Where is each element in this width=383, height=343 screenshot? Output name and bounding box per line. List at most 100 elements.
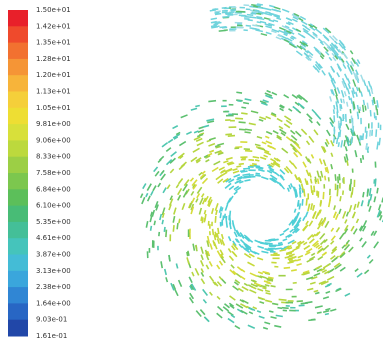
vector	[342, 90, 344, 97]
vector	[257, 258, 263, 260]
vector	[233, 169, 238, 170]
color-swatch	[8, 222, 28, 239]
vector	[276, 18, 281, 20]
vector	[302, 36, 305, 38]
vector	[266, 132, 272, 134]
vector	[201, 268, 203, 272]
vector	[257, 311, 261, 312]
color-swatch	[8, 287, 28, 304]
vector	[167, 185, 170, 189]
vector	[263, 328, 268, 329]
vector	[218, 228, 219, 234]
color-swatch	[8, 43, 28, 60]
vector	[335, 41, 338, 44]
vector	[147, 184, 151, 191]
vector	[202, 171, 205, 174]
vector	[289, 109, 292, 111]
vector	[169, 255, 170, 261]
vector	[325, 221, 329, 227]
vector	[158, 183, 160, 187]
vector	[350, 109, 351, 113]
vector	[345, 293, 350, 296]
vector	[323, 160, 325, 166]
vector	[280, 108, 284, 110]
vector	[166, 230, 167, 237]
vector	[330, 196, 331, 201]
vector	[271, 317, 277, 318]
vector	[164, 227, 165, 232]
vector	[336, 214, 338, 220]
vector	[265, 300, 272, 302]
vector	[379, 138, 380, 145]
vector	[291, 270, 297, 271]
vector	[325, 309, 330, 310]
vector	[280, 250, 286, 251]
vector	[265, 285, 270, 286]
vector	[222, 234, 223, 239]
vector	[311, 203, 312, 209]
vector	[360, 135, 361, 141]
vector	[219, 206, 221, 212]
vector	[226, 221, 227, 228]
color-swatch	[8, 271, 28, 288]
vector	[369, 90, 371, 97]
vector	[304, 246, 310, 250]
vector	[214, 161, 221, 164]
vector	[365, 106, 366, 111]
vector	[244, 283, 248, 285]
vector	[343, 190, 344, 194]
vector	[252, 164, 257, 165]
vector	[343, 99, 344, 104]
vector	[277, 119, 282, 122]
vector	[331, 164, 332, 169]
vector	[236, 166, 241, 167]
vector	[309, 239, 314, 243]
vector	[197, 134, 203, 136]
vector	[200, 310, 204, 315]
vector	[260, 157, 266, 159]
vector	[340, 267, 345, 271]
vector	[341, 104, 342, 109]
vector	[237, 101, 241, 102]
vector	[245, 129, 252, 130]
vector	[316, 113, 321, 119]
vector	[299, 203, 300, 209]
vector	[307, 114, 312, 119]
vector	[222, 17, 229, 18]
vector	[274, 10, 281, 12]
vector	[279, 129, 286, 133]
color-swatch	[8, 10, 28, 27]
vector	[252, 287, 257, 289]
vector	[266, 32, 272, 34]
vector	[361, 92, 362, 97]
vector	[356, 92, 357, 97]
vector	[257, 4, 263, 5]
vector	[213, 229, 214, 235]
vector	[201, 272, 203, 276]
vector	[213, 240, 215, 246]
colorbar: 1.50e+011.42e+011.35e+011.28e+011.20e+01…	[8, 6, 71, 340]
vector	[203, 125, 209, 127]
vector	[258, 170, 264, 172]
vector	[178, 195, 181, 200]
vector	[292, 163, 296, 169]
vector	[372, 100, 373, 106]
vector	[219, 27, 226, 28]
vector	[161, 261, 162, 268]
vector	[250, 273, 257, 276]
vector	[337, 138, 338, 144]
vector	[301, 303, 308, 304]
vector	[264, 18, 270, 20]
vector	[300, 191, 301, 197]
vector	[196, 311, 201, 317]
vector	[286, 120, 292, 124]
vector	[160, 214, 162, 220]
vector	[363, 133, 364, 140]
vector	[308, 320, 315, 321]
vector	[331, 228, 333, 231]
vector	[245, 132, 251, 133]
vector	[171, 152, 177, 157]
vector	[331, 241, 334, 244]
vector	[298, 256, 303, 258]
vector	[253, 157, 259, 158]
